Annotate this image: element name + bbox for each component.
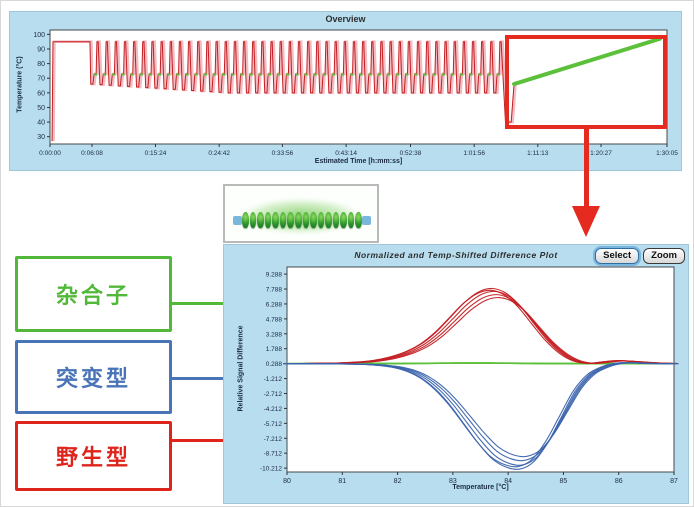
svg-text:0:52:38: 0:52:38 <box>400 150 422 157</box>
capillary-bead <box>325 212 332 228</box>
svg-text:-5.712: -5.712 <box>264 421 283 428</box>
plot-toolbar: Select Zoom <box>595 248 685 264</box>
svg-text:85: 85 <box>560 478 568 485</box>
genotype-label-wildtype: 野生型 <box>55 445 131 470</box>
svg-text:0:15:24: 0:15:24 <box>145 150 167 157</box>
capillary-bead <box>310 212 317 228</box>
capillary-bead <box>287 212 294 228</box>
svg-text:30: 30 <box>37 134 45 141</box>
genotype-label-heterozygote: 杂合子 <box>55 283 131 308</box>
capillary-bead <box>317 212 325 228</box>
overview-x-axis-label: Estimated Time [h:mm:ss] <box>314 158 403 165</box>
svg-text:100: 100 <box>33 32 45 39</box>
overview-y-axis-label: Temperature (°C) <box>16 56 24 113</box>
svg-text:1.788: 1.788 <box>266 346 283 353</box>
svg-text:81: 81 <box>338 478 346 485</box>
overview-title: Overview <box>325 14 366 24</box>
svg-text:-7.212: -7.212 <box>264 436 283 443</box>
svg-text:83: 83 <box>449 478 457 485</box>
svg-text:82: 82 <box>394 478 402 485</box>
svg-text:-8.712: -8.712 <box>264 451 283 458</box>
genotype-box-mutant: 突变型 <box>15 340 172 414</box>
capillary-bead <box>272 212 279 228</box>
curve-野生型 <box>291 296 679 365</box>
svg-text:80: 80 <box>283 478 291 485</box>
curve-突变型 <box>283 362 671 468</box>
strip-end-cap-right <box>362 216 371 225</box>
genotype-box-heterozygote: 杂合子 <box>15 256 172 332</box>
difference-x-axis-label: Temperature [°C] <box>452 484 509 491</box>
difference-y-axis-label: Relative Signal Difference <box>237 325 245 412</box>
svg-text:1:20:27: 1:20:27 <box>590 150 612 157</box>
connector-line-heterozygote <box>172 302 223 305</box>
svg-text:6.288: 6.288 <box>266 301 283 308</box>
svg-text:0:06:08: 0:06:08 <box>81 150 103 157</box>
capillary-bead <box>264 212 272 228</box>
svg-text:80: 80 <box>37 61 45 68</box>
genotype-label-mutant: 突变型 <box>55 366 131 391</box>
svg-text:-2.712: -2.712 <box>264 391 283 398</box>
svg-text:1:01:56: 1:01:56 <box>463 150 485 157</box>
difference-plot-title: Normalized and Temp-Shifted Difference P… <box>354 250 558 260</box>
select-button[interactable]: Select <box>595 248 640 264</box>
svg-text:0:24:42: 0:24:42 <box>208 150 230 157</box>
svg-text:-1.212: -1.212 <box>264 376 283 383</box>
svg-text:9.288: 9.288 <box>266 272 283 279</box>
connector-line-wildtype <box>172 439 223 442</box>
svg-text:-4.212: -4.212 <box>264 406 283 413</box>
difference-chart-plot-area[interactable]: 9.288 7.788 6.288 4.788 3.288 1.788 0.288 -1.21… <box>224 245 690 505</box>
svg-text:0:43:14: 0:43:14 <box>335 150 357 157</box>
difference-x-ticks: 80 81 82 83 84 85 86 87 <box>283 472 678 485</box>
zoom-button[interactable]: Zoom <box>643 248 685 264</box>
svg-text:1:11:13: 1:11:13 <box>527 150 549 157</box>
svg-text:0.288: 0.288 <box>266 361 283 368</box>
svg-text:-10.212: -10.212 <box>260 466 282 473</box>
capillary-bead <box>347 212 355 228</box>
capillary-bead <box>355 212 362 228</box>
capillary-bead <box>294 212 302 228</box>
capillary-strip-photo <box>223 184 379 243</box>
svg-text:0:00:00: 0:00:00 <box>39 150 61 157</box>
capillary-bead <box>332 212 340 228</box>
connector-line-mutant <box>172 377 223 380</box>
difference-plot-panel: Normalized and Temp-Shifted Difference P… <box>223 244 689 504</box>
svg-text:1:30:05: 1:30:05 <box>656 150 678 157</box>
svg-text:70: 70 <box>37 76 45 83</box>
melt-ramp-trace <box>512 36 662 87</box>
svg-text:50: 50 <box>37 105 45 112</box>
capillary-bead <box>340 212 347 228</box>
svg-text:7.788: 7.788 <box>266 287 283 294</box>
capillary-bead <box>302 212 310 228</box>
zoom-callout-arrowhead-icon <box>572 206 600 237</box>
capillary-bead <box>279 212 287 228</box>
svg-text:0:33:56: 0:33:56 <box>272 150 294 157</box>
overview-panel: Overview Temperature (°C) 100 90 80 70 60 50 4… <box>9 11 682 171</box>
overview-y-ticks: 100 90 80 70 60 50 40 30 <box>33 32 50 141</box>
svg-text:60: 60 <box>37 90 45 97</box>
capillary-bead <box>257 212 264 228</box>
curve-野生型 <box>283 289 671 365</box>
svg-text:40: 40 <box>37 120 45 127</box>
svg-text:87: 87 <box>670 478 678 485</box>
capillary-bead <box>249 212 257 228</box>
melt-region-highlight-box <box>505 35 667 129</box>
difference-y-ticks: 9.288 7.788 6.288 4.788 3.288 1.788 0.288 -1.21… <box>260 272 287 473</box>
genotype-box-wildtype: 野生型 <box>15 421 172 491</box>
svg-text:4.788: 4.788 <box>266 316 283 323</box>
svg-text:90: 90 <box>37 47 45 54</box>
svg-text:3.288: 3.288 <box>266 331 283 338</box>
overview-x-ticks: 0:00:00 0:06:08 0:15:24 0:24:42 0:33:56 0:43:… <box>39 144 678 157</box>
capillary-bead <box>242 212 249 228</box>
zoom-callout-arrow-line <box>584 128 589 207</box>
svg-text:86: 86 <box>615 478 623 485</box>
svg-text:84: 84 <box>504 478 512 485</box>
strip-end-cap-left <box>233 216 242 225</box>
capillary-beads-row <box>242 211 362 229</box>
